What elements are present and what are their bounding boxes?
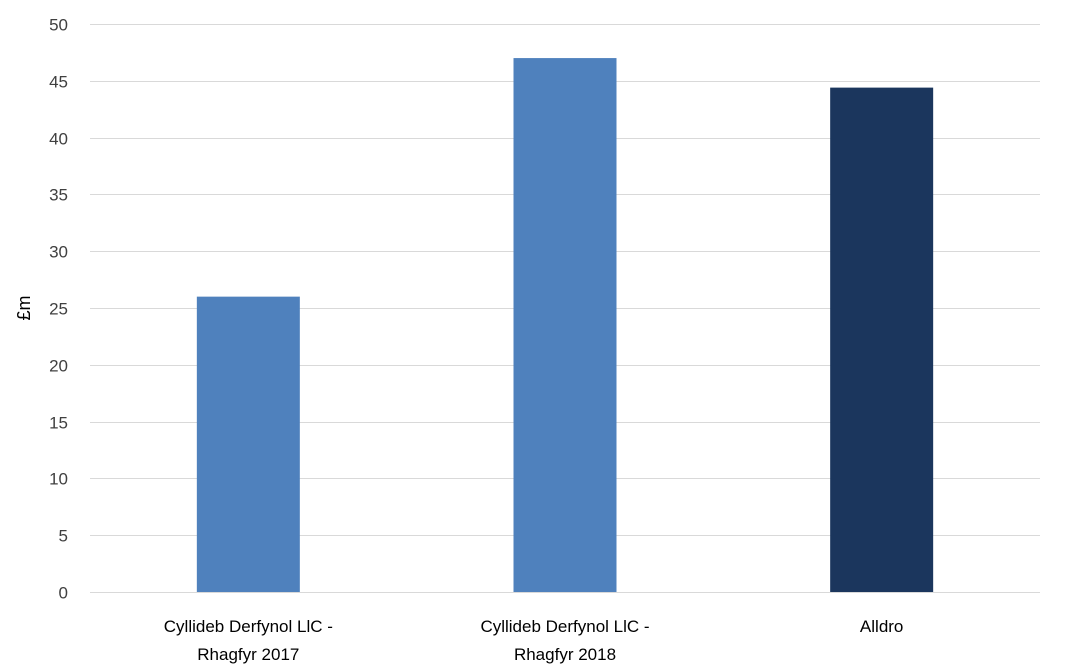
x-axis-category-labels: Cyllideb Derfynol LlC -Rhagfyr 2017 Cylli… xyxy=(164,617,904,664)
y-tick-label: 45 xyxy=(49,73,68,92)
x-category-label: Cyllideb Derfynol LlC -Rhagfyr 2018 xyxy=(480,617,649,664)
bar xyxy=(830,87,934,592)
bar xyxy=(513,58,617,592)
x-category-label: Alldro xyxy=(860,617,903,636)
y-tick-label: 0 xyxy=(59,584,68,603)
y-tick-label: 25 xyxy=(49,300,68,319)
bars xyxy=(196,58,934,592)
y-tick-label: 20 xyxy=(49,357,68,376)
y-tick-label: 40 xyxy=(49,130,68,149)
y-tick-label: 5 xyxy=(59,527,68,546)
y-tick-label: 50 xyxy=(49,16,68,35)
y-tick-label: 35 xyxy=(49,186,68,205)
bar xyxy=(196,296,300,592)
y-tick-label: 15 xyxy=(49,414,68,433)
x-category-label: Cyllideb Derfynol LlC -Rhagfyr 2017 xyxy=(164,617,333,664)
y-tick-label: 10 xyxy=(49,470,68,489)
y-axis-title: £m xyxy=(14,295,34,320)
y-tick-label: 30 xyxy=(49,243,68,262)
y-axis-tick-labels: 0 5 10 15 20 25 30 35 40 45 50 xyxy=(49,16,68,603)
